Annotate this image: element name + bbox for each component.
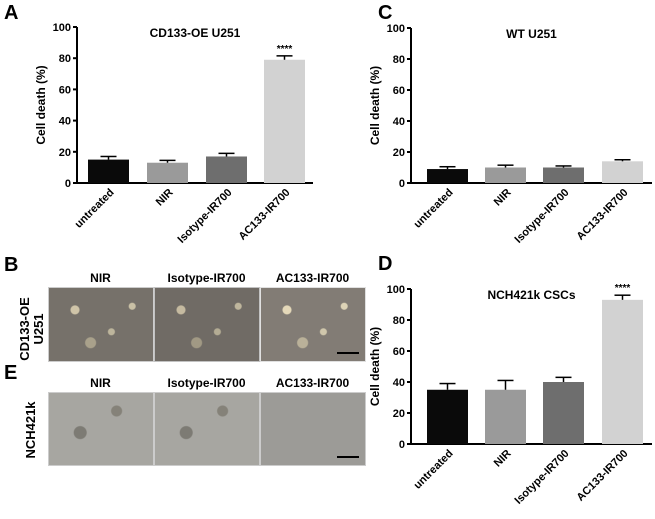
bar-nir [485,389,526,444]
panel-label-e: E [4,362,18,384]
y-tick-label: 60 [393,346,405,358]
bar-untreated [88,159,129,183]
y-tick-label: 100 [387,23,405,35]
y-tick-label: 100 [387,284,405,296]
y-tick-label: 40 [59,116,71,128]
scale-bar [337,352,359,354]
y-axis-label: Cell death (%) [34,65,48,144]
y-tick-label: 40 [393,377,405,389]
y-tick-label: 0 [399,178,405,190]
e-col-nir: NIR [90,376,111,390]
panel-label-a: A [4,2,19,24]
x-tick-label: Isotype-IR700 [176,187,235,246]
micrograph-b-ac133 [260,287,366,362]
b-col-isotype: Isotype-IR700 [167,271,246,285]
y-axis-label: Cell death (%) [368,327,382,406]
y-tick-label: 80 [59,53,71,65]
bar-untreated [427,169,468,183]
micrograph-b-nir [48,287,154,362]
b-row-label-line1: CD133-OE [17,297,32,361]
y-tick-label: 40 [393,116,405,128]
x-tick-label: NIR [492,187,514,209]
y-axis-label: Cell death (%) [368,66,382,145]
y-tick-label: 20 [393,147,405,159]
y-tick-label: 20 [393,408,405,420]
significance-label: **** [615,283,631,294]
chart-title: WT U251 [506,27,557,41]
panel-label-b: B [4,254,19,276]
x-tick-label: NIR [154,187,176,209]
panel-label-d: D [378,253,393,275]
y-tick-label: 80 [393,54,405,66]
b-col-ac133: AC133-IR700 [275,271,350,285]
bar-untreated [427,389,468,444]
micrograph-b-isotype [154,287,260,362]
bar-isotype-ir700 [543,382,584,444]
chart-d: NCH421k CSCs Cell death (%) 0 20 40 60 80 100 un… [368,283,652,507]
x-tick-label: AC133-IR700 [575,187,631,243]
bar-isotype-ir700 [543,167,584,183]
x-tick-label: untreated [412,187,456,231]
b-row-label: CD133-OE U251 [17,286,46,372]
y-tick-label: 80 [393,315,405,327]
x-tick-label: untreated [73,187,117,231]
chart-c: WT U251 Cell death (%) 0 20 40 60 80 100 untreat… [368,23,652,246]
micrograph-e-ac133 [260,392,366,466]
x-tick-label: Isotype-IR700 [513,187,572,246]
bar-nir [147,162,188,183]
micrograph-e-nir [48,392,154,466]
b-col-nir: NIR [90,271,111,285]
y-tick-label: 0 [399,439,405,451]
panel-label-c: C [378,2,393,24]
bar-ac133-ir700 [264,59,305,184]
e-col-isotype: Isotype-IR700 [167,376,246,390]
x-tick-label: AC133-IR700 [575,448,631,504]
y-tick-label: 60 [59,84,71,96]
x-tick-label: NIR [492,448,514,470]
chart-a: CD133-OE U251 Cell death (%) 0 20 40 60 80 100 u… [34,22,313,246]
x-tick-label: Isotype-IR700 [513,448,572,507]
micrograph-e-isotype [154,392,260,466]
bar-nir [485,167,526,183]
y-tick-label: 100 [53,22,71,34]
y-tick-label: 20 [59,147,71,159]
y-tick-label: 60 [393,85,405,97]
chart-title: NCH421k CSCs [487,288,575,302]
scale-bar [337,456,359,458]
x-tick-label: AC133-IR700 [237,187,293,243]
chart-title: CD133-OE U251 [150,26,241,40]
e-row-label: NCH421k [23,401,38,459]
b-row-label-line2: U251 [31,313,46,345]
bar-ac133-ir700 [602,299,643,444]
x-tick-label: untreated [412,448,456,492]
e-col-ac133: AC133-IR700 [275,376,350,390]
significance-label: **** [277,44,293,55]
bar-isotype-ir700 [206,156,247,183]
bar-ac133-ir700 [602,161,643,183]
y-tick-label: 0 [65,178,71,190]
